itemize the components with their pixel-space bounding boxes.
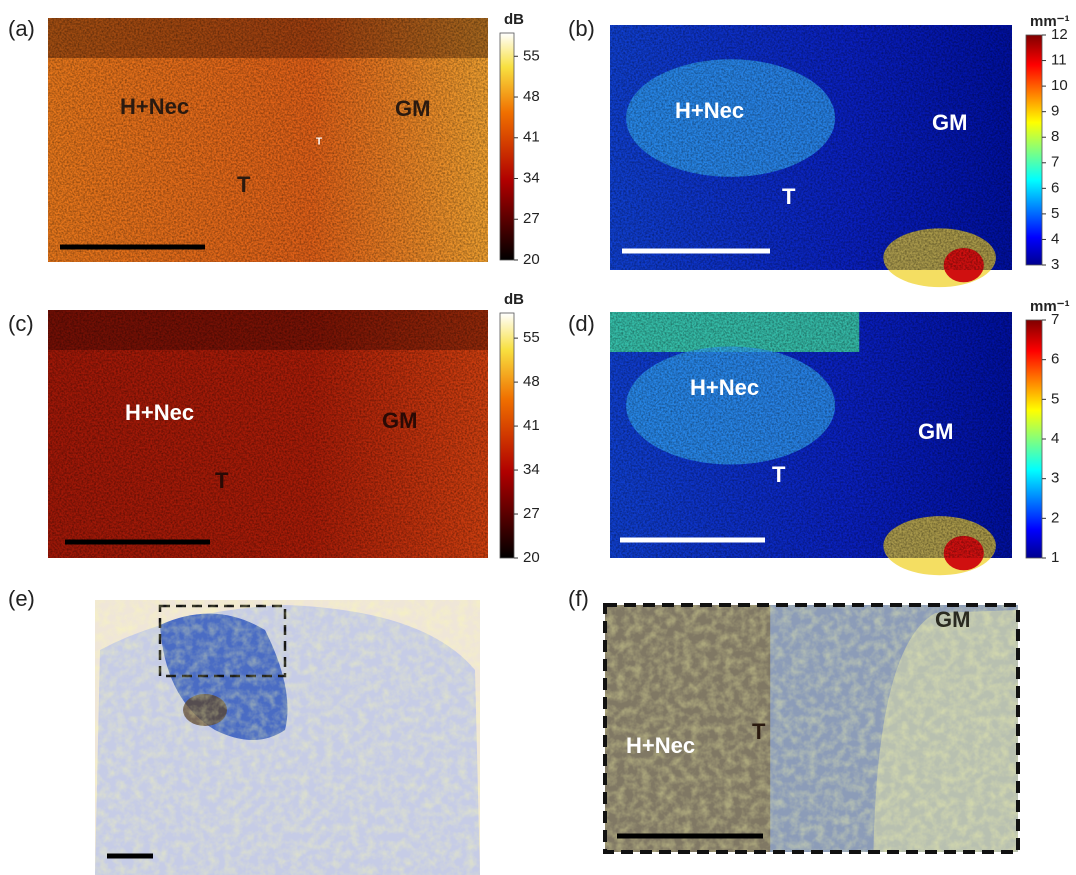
colorbar-tick-label: 41 xyxy=(523,129,540,146)
annotation: GM xyxy=(395,96,430,121)
panel-label: (d) xyxy=(568,311,595,336)
annotation: H+Nec xyxy=(120,94,189,119)
colorbar-tick-label: 20 xyxy=(523,251,540,268)
colorbar-tick-label: 41 xyxy=(523,417,540,434)
annotation: H+Nec xyxy=(675,98,744,123)
annotation: H+Nec xyxy=(626,733,695,758)
colorbar-tick-label: 4 xyxy=(1051,430,1059,447)
colorbar-tick-label: 9 xyxy=(1051,103,1059,120)
colorbar-tick-label: 12 xyxy=(1051,26,1068,43)
colorbar-tick-label: 34 xyxy=(523,461,540,478)
annotation: GM xyxy=(935,607,970,632)
colorbar-tick-label: 8 xyxy=(1051,128,1059,145)
colorbar-unit: dB xyxy=(504,291,524,308)
panel-label: (a) xyxy=(8,16,35,41)
colorbar xyxy=(1026,35,1042,265)
annotation: T xyxy=(782,184,796,209)
colorbar-tick-label: 6 xyxy=(1051,179,1059,196)
annotation: T xyxy=(237,172,251,197)
colorbar-tick-label: 55 xyxy=(523,329,540,346)
colorbar-tick-label: 3 xyxy=(1051,470,1059,487)
colorbar-tick-label: 34 xyxy=(523,169,540,186)
colorbar-tick-label: 3 xyxy=(1051,256,1059,273)
colorbar-tick-label: 48 xyxy=(523,373,540,390)
colorbar-unit: dB xyxy=(504,11,524,28)
colorbar-tick-label: 5 xyxy=(1051,390,1059,407)
colorbar xyxy=(500,33,514,260)
figure: (a)H+NecGMTTdB202734414855(b)H+NecGMTmm⁻… xyxy=(0,0,1076,875)
colorbar-tick-label: 5 xyxy=(1051,205,1059,222)
annotation: H+Nec xyxy=(690,375,759,400)
panel-label: (e) xyxy=(8,586,35,611)
colorbar-tick-label: 27 xyxy=(523,505,540,522)
colorbar xyxy=(500,313,514,558)
colorbar-tick-label: 7 xyxy=(1051,154,1059,171)
colorbar-tick-label: 11 xyxy=(1051,52,1067,69)
annotation: T xyxy=(772,462,786,487)
image-texture xyxy=(605,605,1018,852)
panel-label: (c) xyxy=(8,311,34,336)
annotation: GM xyxy=(918,419,953,444)
annotation: H+Nec xyxy=(125,400,194,425)
colorbar-tick-label: 10 xyxy=(1051,77,1068,94)
image-texture xyxy=(95,600,480,875)
image-texture xyxy=(48,18,488,262)
annotation: GM xyxy=(382,408,417,433)
panel-label: (b) xyxy=(568,16,595,41)
panel-label: (f) xyxy=(568,586,589,611)
colorbar-unit: mm⁻¹ xyxy=(1030,298,1070,315)
colorbar-tick-label: 27 xyxy=(523,210,540,227)
annotation: T xyxy=(752,719,766,744)
colorbar-tick-label: 48 xyxy=(523,88,540,105)
annotation: T xyxy=(316,137,322,148)
colorbar-tick-label: 4 xyxy=(1051,230,1059,247)
colorbar xyxy=(1026,320,1042,558)
colorbar-tick-label: 55 xyxy=(523,47,540,64)
annotation: GM xyxy=(932,110,967,135)
colorbar-tick-label: 7 xyxy=(1051,311,1059,328)
image-texture xyxy=(610,25,1012,270)
colorbar-tick-label: 6 xyxy=(1051,351,1059,368)
annotation: T xyxy=(215,468,229,493)
colorbar-tick-label: 20 xyxy=(523,549,540,566)
colorbar-tick-label: 1 xyxy=(1051,549,1059,566)
image-texture xyxy=(48,310,488,558)
colorbar-tick-label: 2 xyxy=(1051,509,1059,526)
